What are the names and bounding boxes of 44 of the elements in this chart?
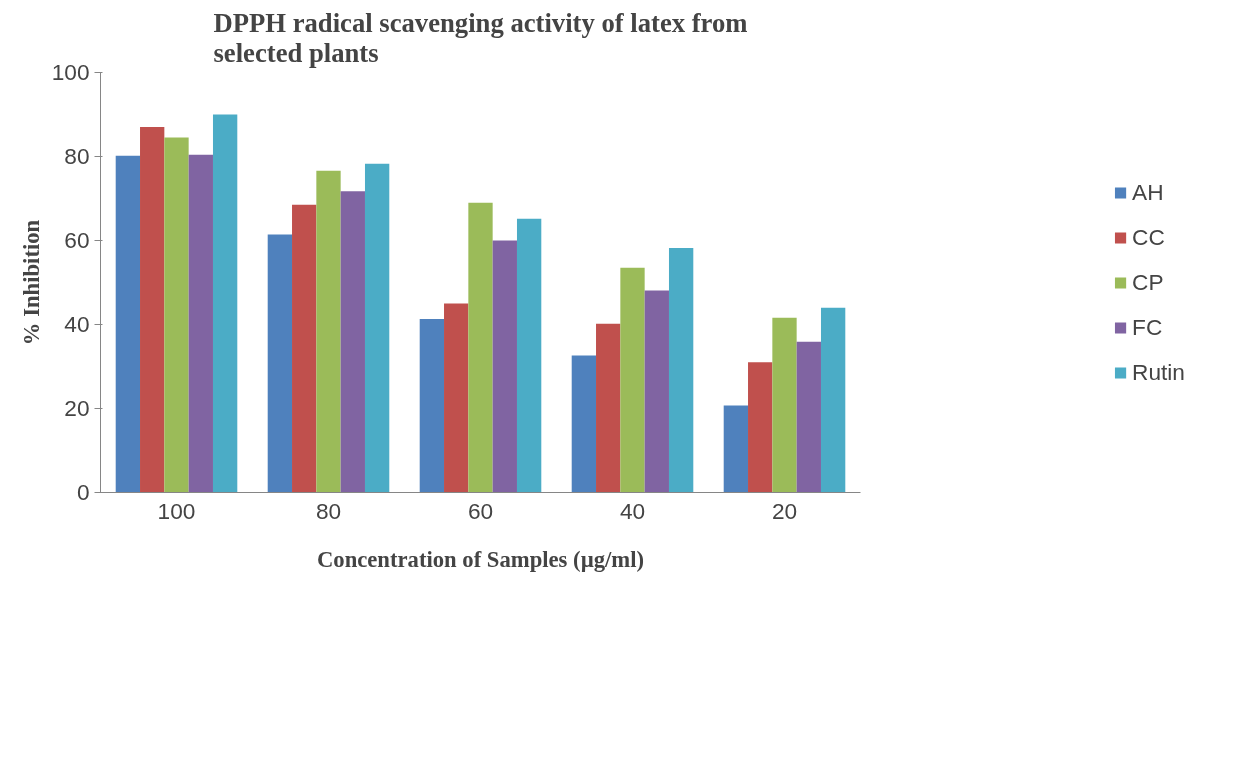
- y-tick-label: 60: [64, 227, 90, 253]
- bar: [164, 137, 189, 493]
- bar: [267, 234, 293, 493]
- legend-label: FC: [1132, 313, 1163, 341]
- bar: [492, 240, 517, 493]
- y-tick-label: 0: [76, 479, 90, 505]
- bar: [115, 155, 141, 493]
- bar: [212, 114, 238, 493]
- bar: [340, 191, 365, 493]
- x-tick-label: 60: [467, 497, 494, 524]
- bar: [596, 323, 621, 493]
- x-tick-label: 80: [315, 497, 342, 524]
- chart-title: DPPH radical scavenging activity of latex from selected plants: [213, 7, 748, 68]
- bar: [468, 202, 493, 493]
- bar: [140, 127, 165, 493]
- legend-label: CP: [1132, 268, 1164, 296]
- bar: [668, 248, 694, 493]
- bar: [419, 319, 445, 493]
- bar: [188, 154, 213, 493]
- bar: [516, 218, 542, 493]
- bar: [316, 170, 341, 493]
- bar: [820, 307, 846, 493]
- legend-label: Rutin: [1132, 358, 1185, 386]
- bar: [620, 267, 645, 493]
- y-axis-title: % Inhibition: [18, 219, 44, 346]
- y-tick-label: 40: [64, 311, 90, 337]
- x-tick-label: 40: [619, 497, 646, 524]
- legend-label: AH: [1132, 178, 1164, 206]
- y-tick-label: 100: [51, 59, 90, 85]
- bar: [571, 355, 597, 493]
- x-axis-title: Concentration of Samples (µg/ml): [316, 546, 645, 572]
- bar: [444, 303, 469, 493]
- x-tick-label: 100: [157, 497, 196, 524]
- bar: [723, 405, 749, 493]
- bar: [772, 317, 797, 493]
- bar: [748, 362, 773, 493]
- x-tick-label: 20: [771, 497, 798, 524]
- legend-label: CC: [1132, 223, 1165, 251]
- bar: [292, 204, 317, 493]
- bar: [364, 163, 390, 493]
- y-tick-label: 20: [64, 395, 90, 421]
- y-tick-label: 80: [64, 143, 90, 169]
- bar: [796, 341, 821, 493]
- bar: [644, 290, 669, 493]
